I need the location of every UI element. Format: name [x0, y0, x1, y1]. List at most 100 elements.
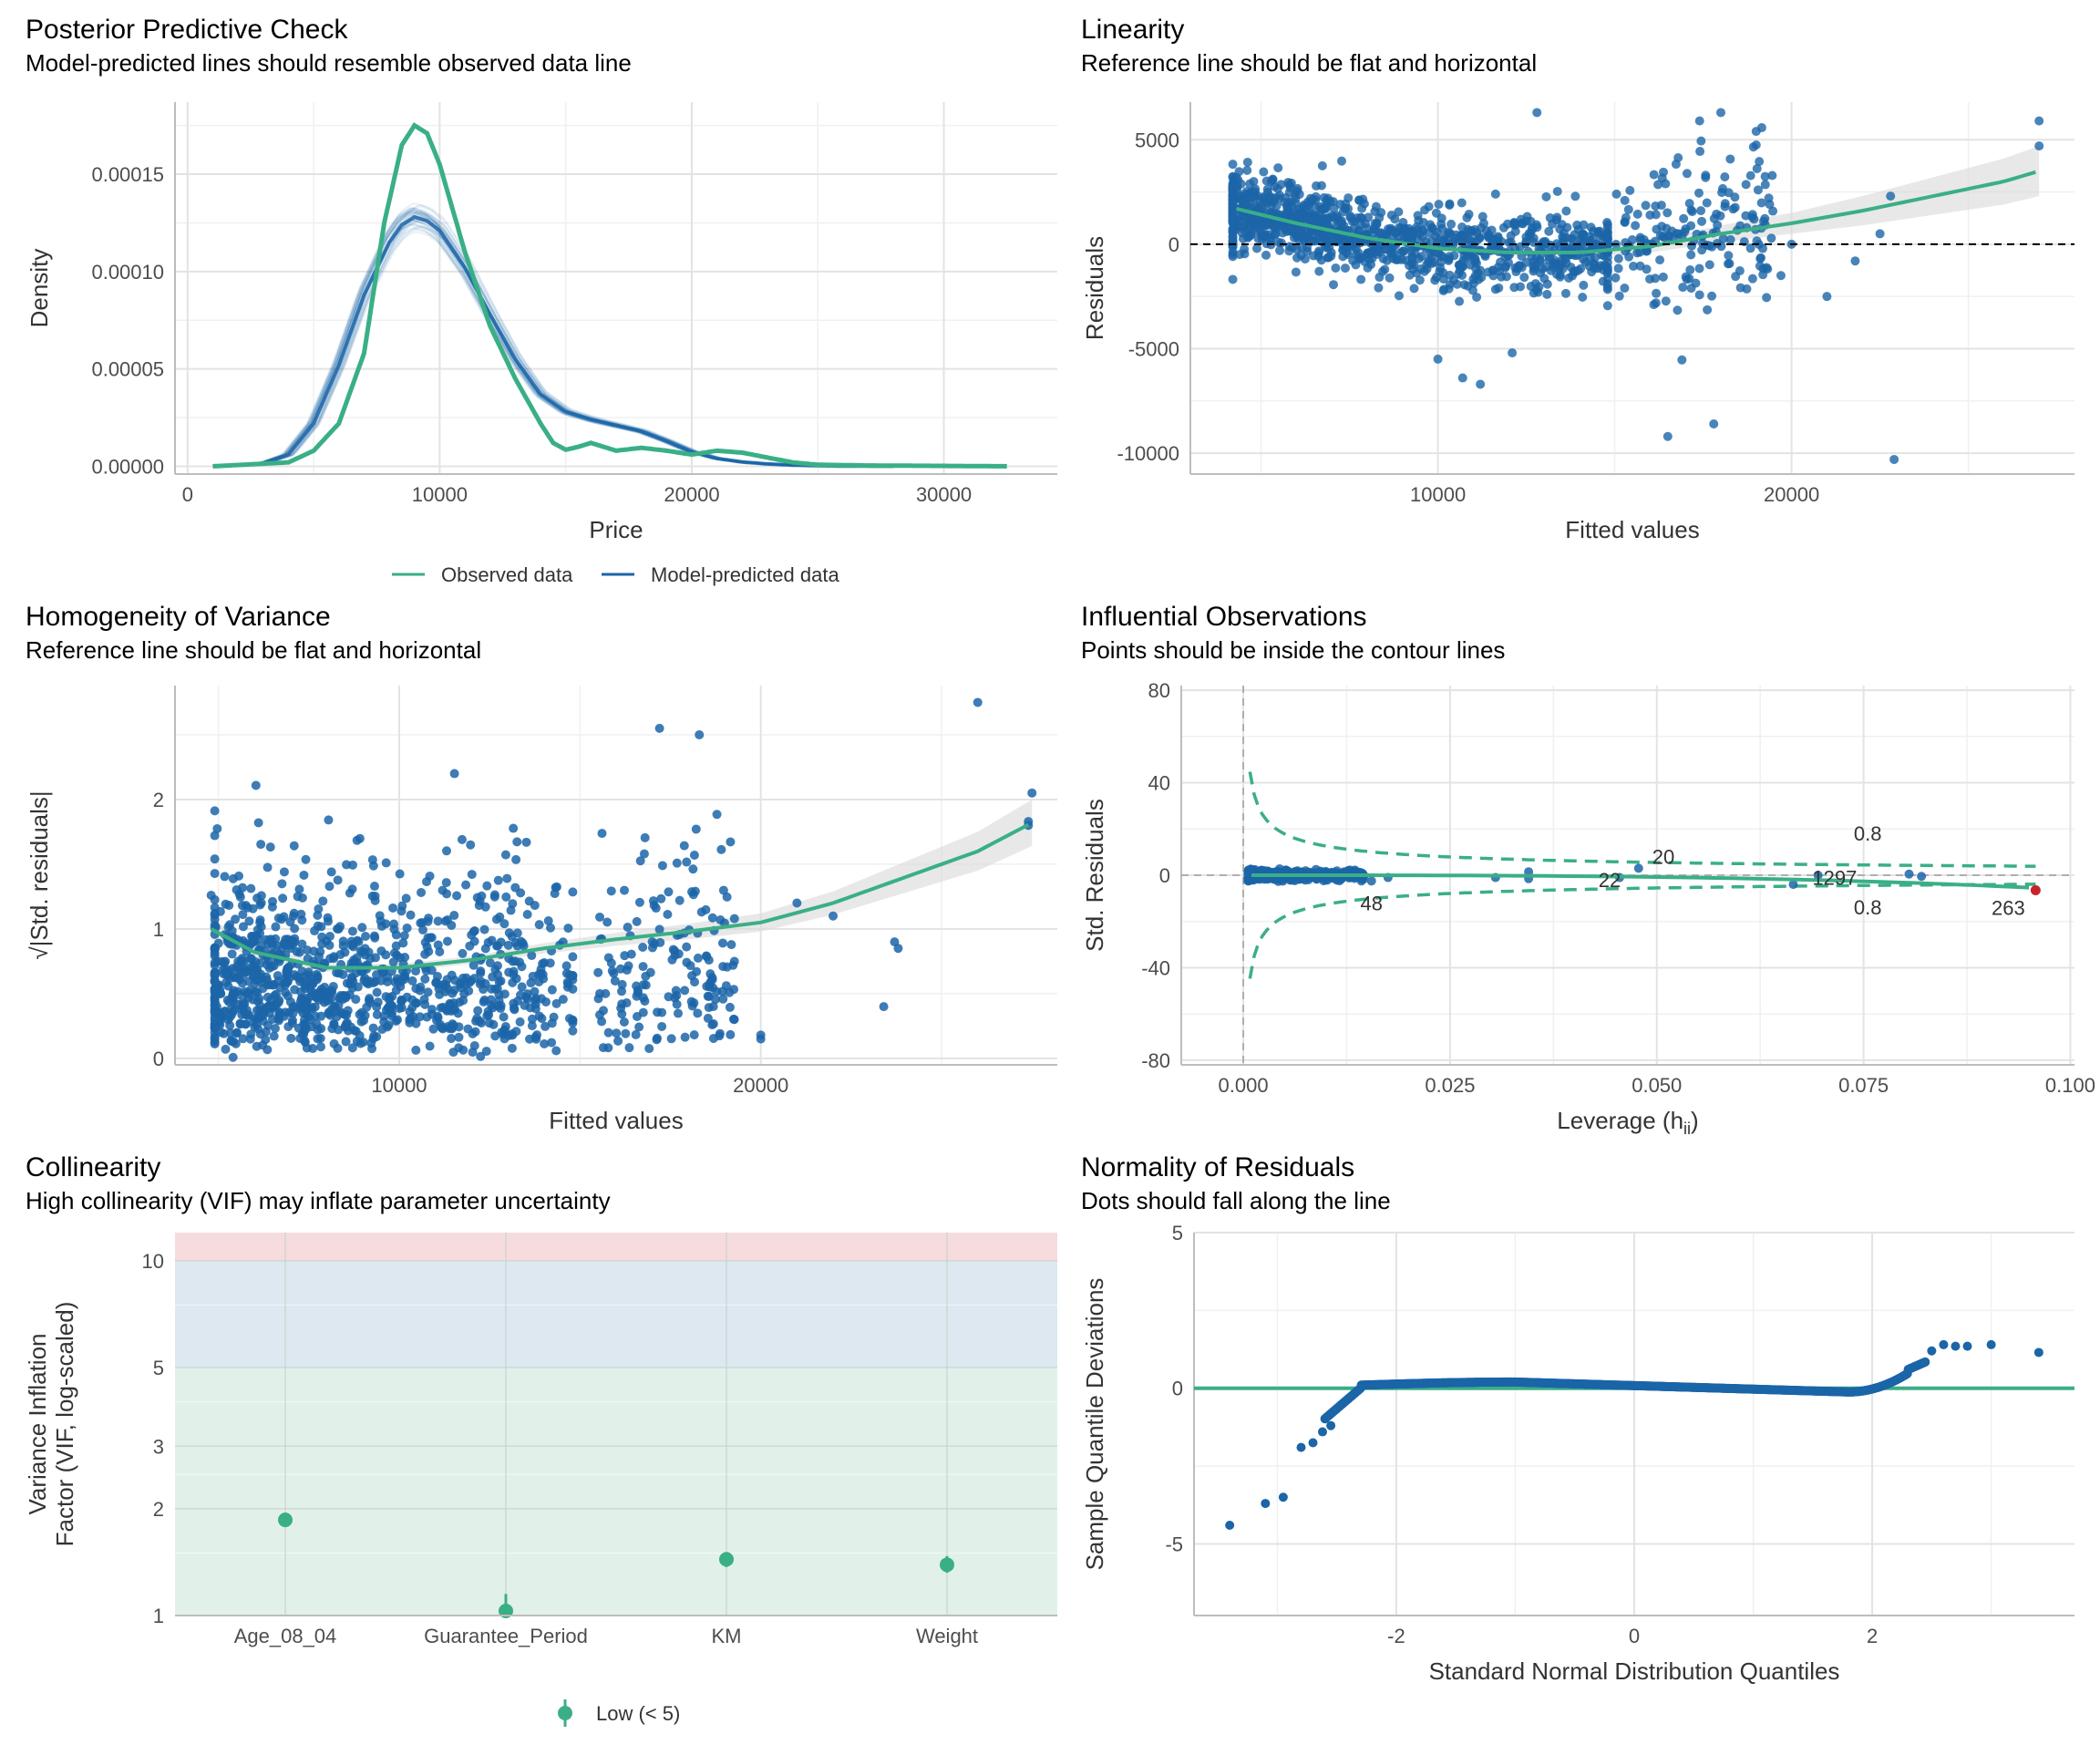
residual-point	[1686, 250, 1696, 260]
collinearity-x-tick-label: Weight	[916, 1625, 978, 1647]
ppc-subtitle: Model-predicted lines should resemble ob…	[26, 49, 632, 77]
variance-point	[606, 958, 616, 968]
residual-point	[1332, 216, 1342, 226]
residual-point	[1762, 293, 1772, 303]
residual-point	[1755, 157, 1765, 167]
variance-point	[391, 941, 401, 951]
residual-point	[1391, 228, 1401, 238]
residual-point	[1455, 296, 1465, 306]
variance-point	[613, 1036, 623, 1046]
variance-point	[416, 918, 426, 928]
variance-point	[206, 891, 216, 901]
variance-point	[1027, 788, 1037, 798]
collinearity-y-tick-label: 10	[142, 1250, 164, 1273]
variance-point	[507, 932, 517, 942]
variance-point	[657, 861, 667, 871]
residual-point	[1271, 229, 1281, 239]
variance-point	[315, 1042, 325, 1052]
influential-x-tick-label: 0.100	[2045, 1074, 2095, 1097]
variance-point	[492, 961, 502, 971]
variance-point	[624, 1043, 634, 1053]
variance-point	[233, 989, 243, 999]
variance-point	[657, 1021, 667, 1031]
residual-point	[1693, 188, 1704, 198]
residual-point	[1687, 241, 1697, 251]
residual-point	[1725, 234, 1735, 244]
variance-point	[497, 1027, 507, 1038]
variance-point	[313, 910, 323, 920]
variance-point	[225, 1028, 235, 1038]
residual-point	[1314, 246, 1324, 256]
variance-point	[973, 697, 983, 707]
variance-point	[679, 841, 689, 851]
ppc-panel: Posterior Predictive Check Model-predicte…	[26, 15, 1057, 586]
variance-point	[654, 924, 664, 934]
variance-point	[716, 844, 726, 854]
variance-point	[272, 941, 282, 951]
collinearity-x-tick-label: Age_08_04	[234, 1625, 337, 1647]
residual-point	[1237, 212, 1247, 222]
residual-point	[1532, 108, 1542, 118]
residual-point	[1391, 255, 1401, 265]
residual-point	[1349, 223, 1359, 233]
variance-point	[243, 987, 253, 997]
variance-point	[270, 1023, 280, 1033]
variance-point	[265, 842, 275, 852]
variance-point	[568, 1026, 578, 1036]
variance-point	[487, 935, 497, 945]
variance-point	[381, 919, 391, 929]
variance-point	[255, 915, 265, 925]
residual-point	[1620, 195, 1630, 205]
residual-point	[1329, 203, 1339, 213]
variance-point	[397, 901, 407, 911]
variance-point	[551, 1046, 561, 1056]
variance-point	[379, 967, 389, 977]
variance-point	[289, 908, 299, 918]
residual-point	[1677, 355, 1687, 365]
variance-point	[315, 946, 325, 956]
variance-point	[271, 922, 281, 932]
variance-point	[334, 924, 344, 934]
variance-point	[285, 917, 295, 927]
residual-point	[1468, 240, 1478, 250]
residual-point	[1747, 274, 1757, 284]
homogeneity-y-tick-label: 2	[153, 789, 164, 811]
residual-point	[1760, 180, 1770, 190]
variance-point	[527, 1014, 537, 1024]
residual-point	[1457, 262, 1467, 272]
variance-point	[610, 976, 620, 986]
linearity-x-axis-label: Fitted values	[1565, 516, 1699, 543]
residual-point	[1351, 260, 1361, 270]
ppc-y-axis-label: Density	[26, 249, 53, 328]
variance-point	[528, 971, 538, 981]
variance-point	[467, 870, 477, 880]
residual-point	[1273, 163, 1283, 173]
variance-point	[210, 831, 220, 841]
residual-point	[1464, 226, 1474, 236]
residual-point	[1752, 163, 1762, 173]
variance-point	[438, 885, 448, 895]
variance-point	[541, 996, 551, 1007]
variance-point	[305, 974, 315, 984]
variance-point	[440, 916, 450, 926]
residual-point	[1284, 223, 1294, 233]
residual-point	[1424, 201, 1434, 212]
residual-point	[1660, 232, 1670, 243]
variance-point	[715, 1031, 725, 1041]
residual-point	[1472, 292, 1482, 302]
variance-point	[224, 996, 234, 1007]
residual-point	[1526, 216, 1536, 226]
residual-point	[1300, 235, 1310, 245]
model-draw-line	[212, 231, 894, 468]
residual-point	[1766, 233, 1776, 243]
residual-point	[1657, 173, 1667, 183]
variance-point	[423, 987, 433, 997]
quantile-point	[1927, 1346, 1937, 1356]
variance-point	[296, 909, 306, 919]
variance-point	[522, 910, 532, 920]
residual-point	[1679, 213, 1689, 223]
residual-point	[1701, 172, 1711, 182]
variance-point	[261, 1027, 271, 1037]
residual-point	[1269, 197, 1279, 207]
residual-point	[1394, 291, 1404, 301]
